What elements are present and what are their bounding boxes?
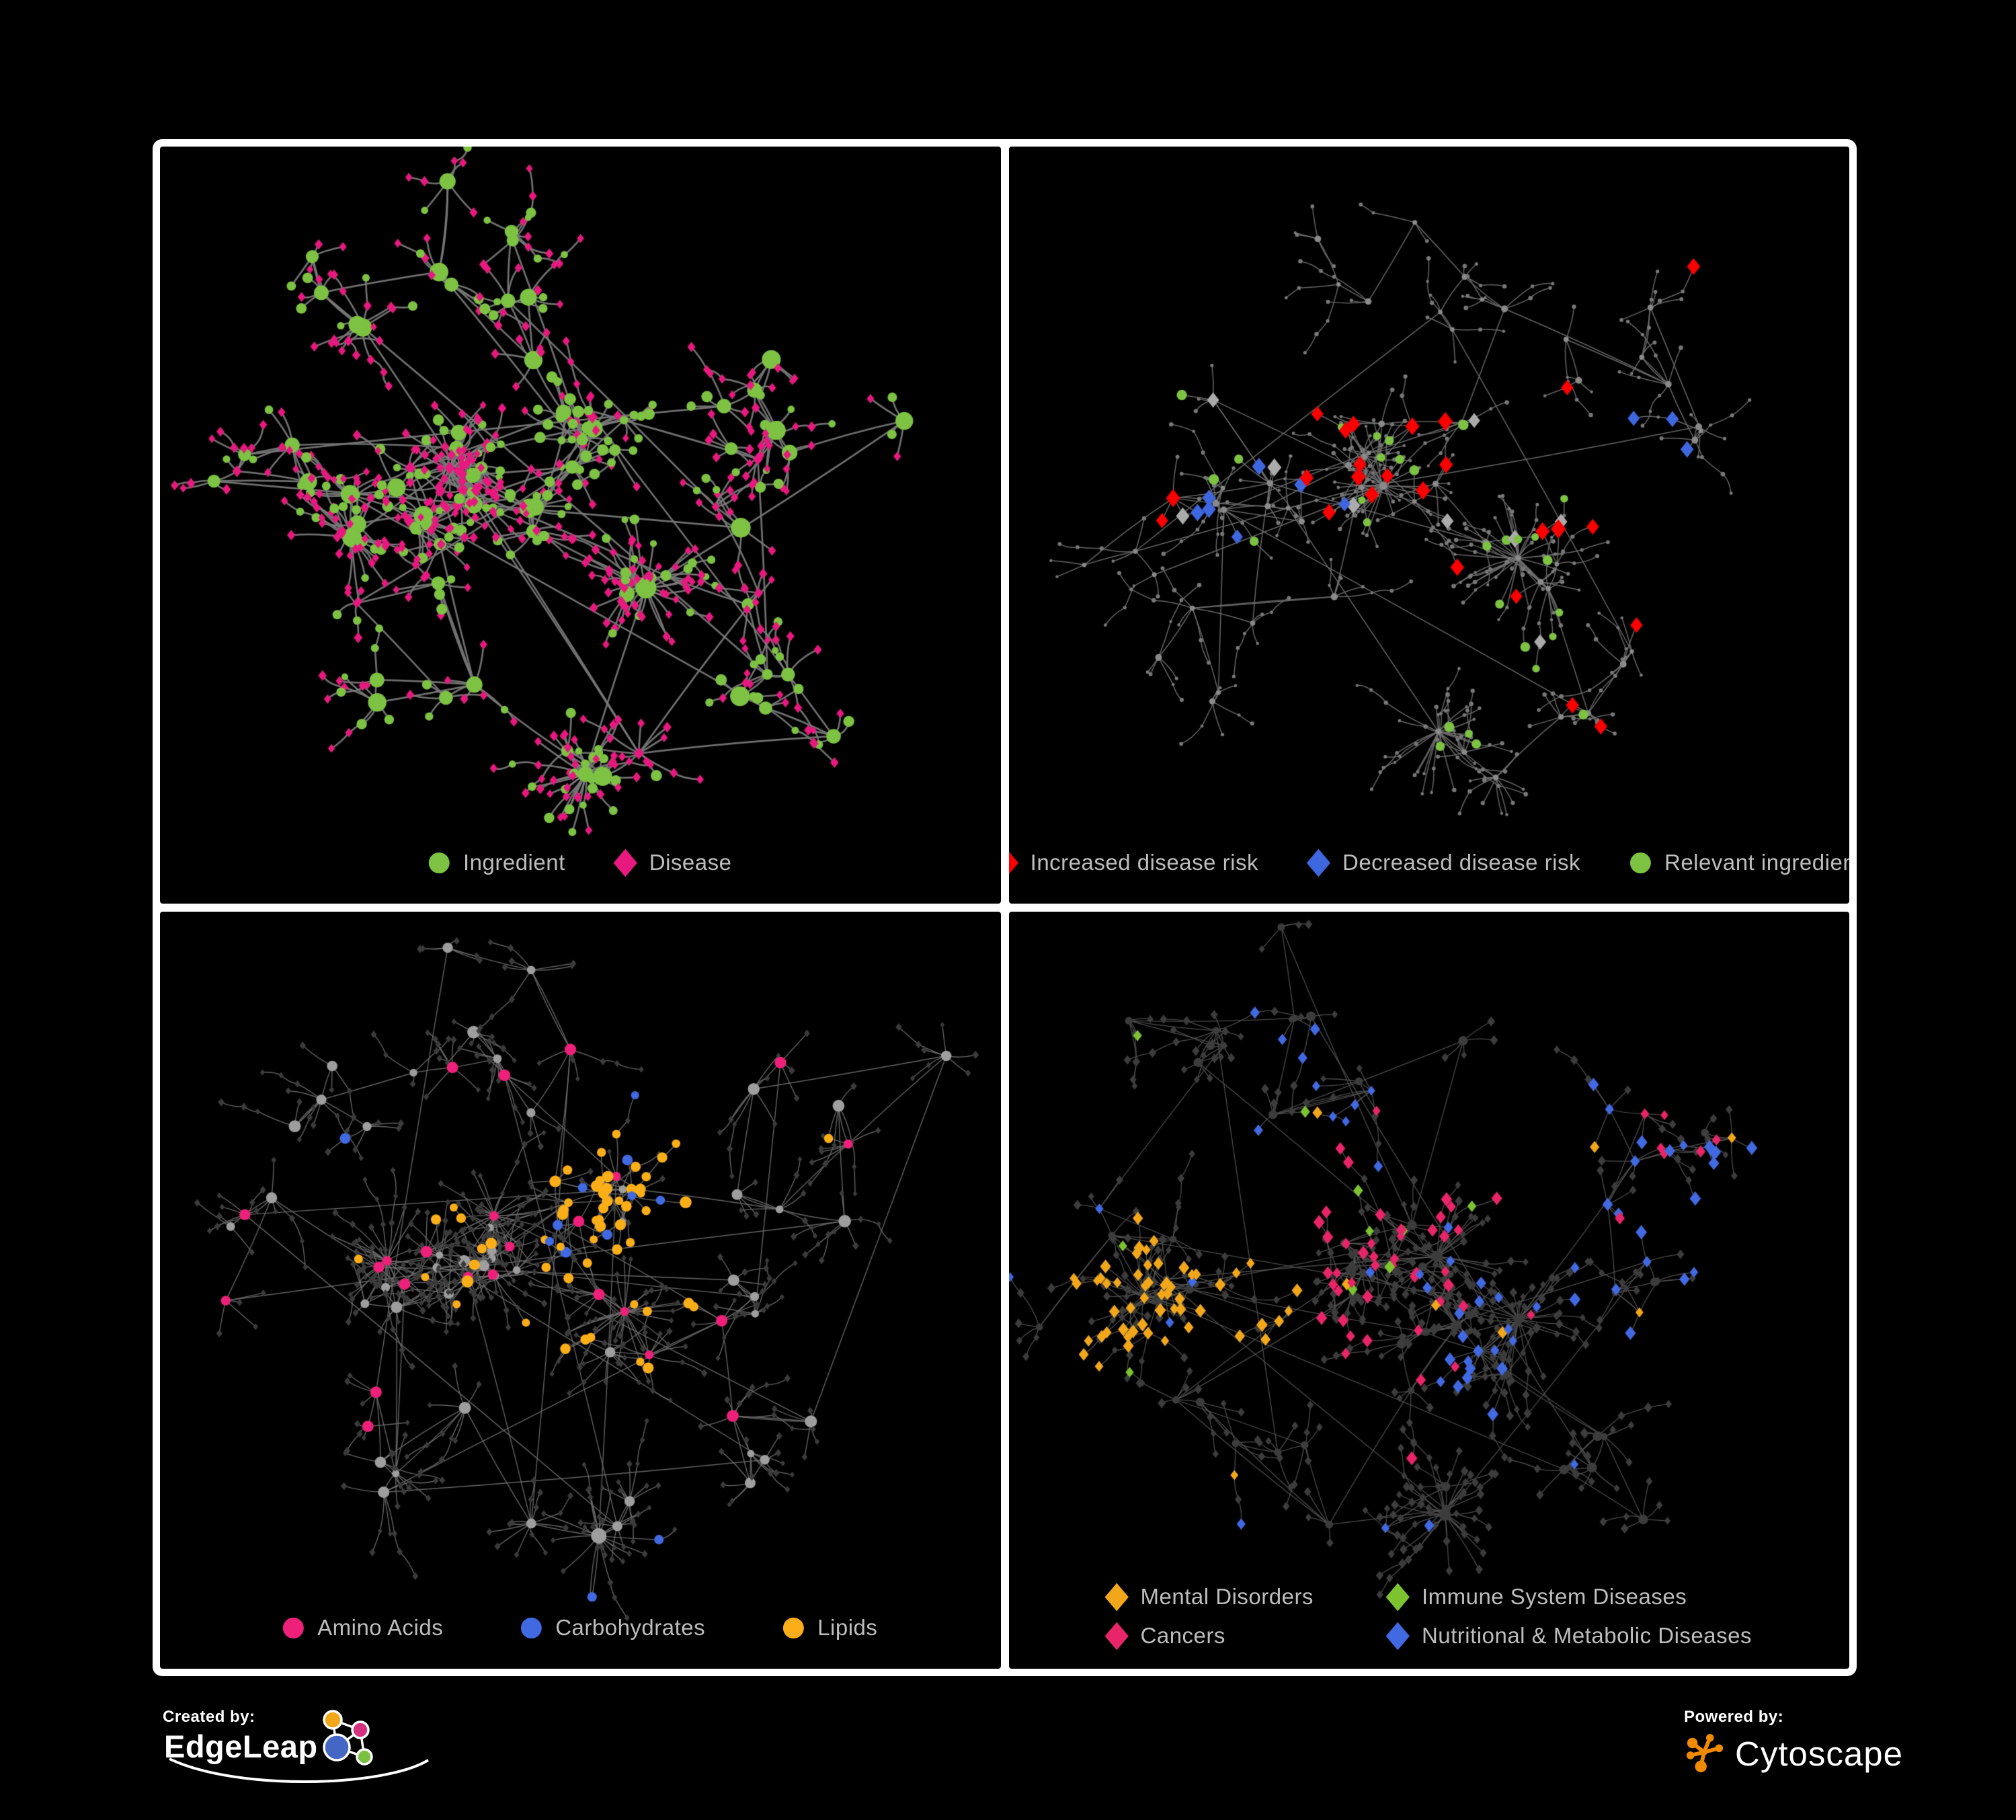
legend-label: Disease xyxy=(649,850,732,875)
cytoscape-wordmark: Cytoscape xyxy=(1735,1734,1903,1773)
legend-item: Cancers xyxy=(1104,1622,1225,1650)
legend-item: Immune System Diseases xyxy=(1385,1583,1687,1611)
legend-label: Decreased disease risk xyxy=(1342,850,1580,875)
relevant-ingredient-swatch-icon xyxy=(1629,852,1651,873)
network-canvas-disease-classes xyxy=(1008,912,1849,1669)
legend-disease-risk: Increased disease risk Decreased disease… xyxy=(1008,848,1849,877)
panel-ingredient-disease: Ingredient Disease xyxy=(160,147,1001,904)
panel-disease-classes: Mental Disorders Immune System Diseases … xyxy=(1008,912,1849,1669)
disease-swatch-icon xyxy=(613,848,637,877)
legend-label: Increased disease risk xyxy=(1030,850,1258,875)
legend-label: Immune System Diseases xyxy=(1421,1584,1687,1609)
lipids-swatch-icon xyxy=(783,1617,805,1638)
created-by-logo: Created by: EdgeLeap xyxy=(163,1708,539,1818)
legend-label: Ingredient xyxy=(462,850,565,875)
legend-item: Disease xyxy=(613,848,732,877)
legend-disease-classes: Mental Disorders Immune System Diseases … xyxy=(1104,1583,1752,1650)
network-canvas-nutrient-classes xyxy=(160,912,1001,1669)
panel-nutrient-classes: Amino Acids Carbohydrates Lipids xyxy=(160,912,1001,1669)
legend-item: Decreased disease risk xyxy=(1306,848,1580,877)
immune-diseases-swatch-icon xyxy=(1385,1583,1410,1611)
legend-item: Mental Disorders xyxy=(1104,1583,1314,1611)
legend-label: Nutritional & Metabolic Diseases xyxy=(1421,1623,1752,1648)
legend-nutrient-classes: Amino Acids Carbohydrates Lipids xyxy=(283,1615,877,1640)
powered-by-logo: Powered by: Cytoscape xyxy=(1684,1708,1966,1815)
cancers-swatch-icon xyxy=(1104,1622,1129,1650)
legend-item: Carbohydrates xyxy=(521,1615,705,1640)
legend-label: Amino Acids xyxy=(317,1615,444,1640)
legend-label: Relevant ingredient xyxy=(1664,850,1849,875)
nutritional-metabolic-swatch-icon xyxy=(1385,1622,1410,1650)
mental-disorders-swatch-icon xyxy=(1104,1583,1129,1611)
legend-item: Ingredient xyxy=(428,850,565,875)
legend-item: Nutritional & Metabolic Diseases xyxy=(1385,1622,1752,1650)
network-canvas-disease-risk xyxy=(1008,147,1849,904)
decreased-risk-swatch-icon xyxy=(1306,848,1331,877)
legend-label: Mental Disorders xyxy=(1140,1584,1314,1609)
carbohydrates-swatch-icon xyxy=(521,1617,542,1638)
legend-label: Carbohydrates xyxy=(555,1615,706,1640)
powered-by-label: Powered by: xyxy=(1684,1708,1784,1726)
legend-item: Relevant ingredient xyxy=(1629,850,1849,875)
ingredient-swatch-icon xyxy=(428,852,450,873)
legend-item: Increased disease risk xyxy=(1008,848,1258,877)
edgeleap-wordmark: EdgeLeap xyxy=(164,1729,318,1764)
panel-disease-risk: Increased disease risk Decreased disease… xyxy=(1008,147,1849,904)
cytoscape-icon xyxy=(1686,1733,1724,1773)
legend-item: Lipids xyxy=(783,1615,877,1640)
increased-risk-swatch-icon xyxy=(1008,848,1018,877)
panel-grid: Ingredient Disease Increased disease ris… xyxy=(153,139,1857,1676)
network-canvas-ingredient-disease xyxy=(160,147,1001,904)
amino-acids-swatch-icon xyxy=(283,1617,305,1638)
legend-label: Cancers xyxy=(1140,1623,1225,1648)
legend-label: Lipids xyxy=(817,1615,878,1640)
legend-item: Amino Acids xyxy=(283,1615,443,1640)
legend-ingredient-disease: Ingredient Disease xyxy=(428,848,732,877)
created-by-label: Created by: xyxy=(163,1708,255,1726)
